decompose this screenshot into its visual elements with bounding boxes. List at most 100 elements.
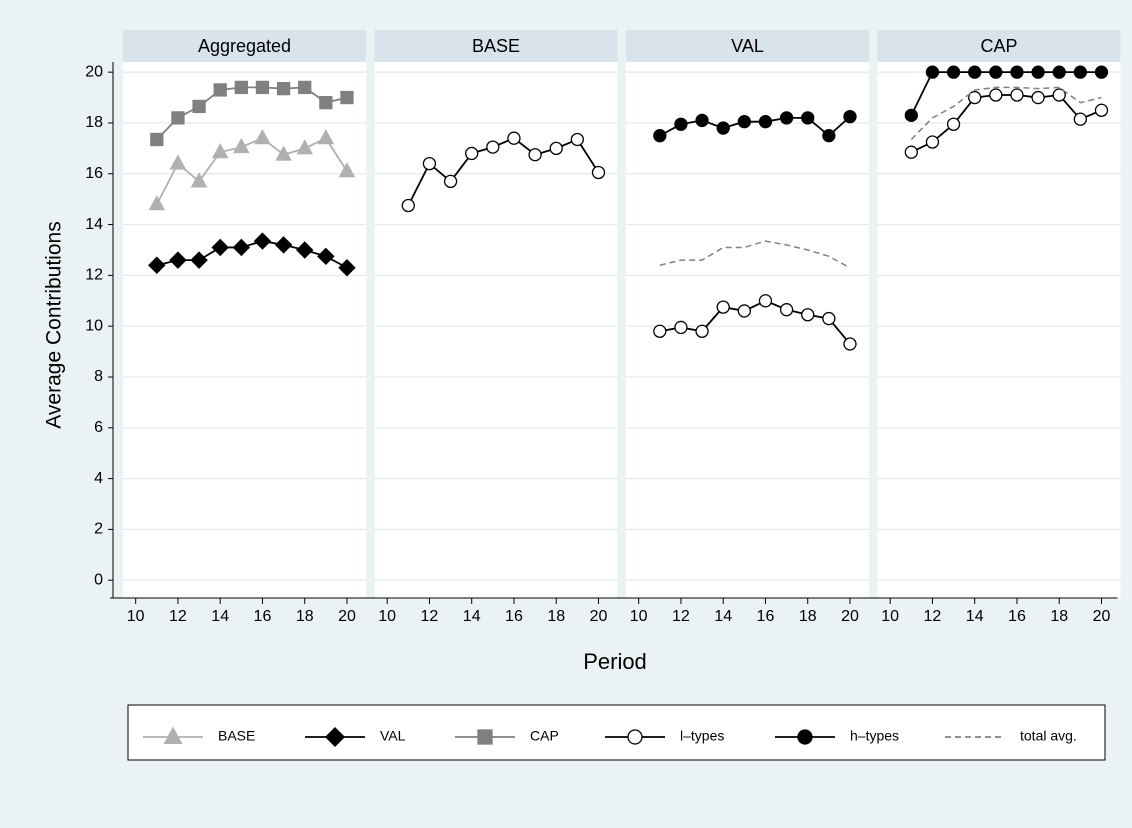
x-tick-label: 12: [169, 608, 187, 625]
data-point: [549, 141, 563, 156]
legend-label: h–types: [850, 728, 899, 744]
y-tick-label: 20: [85, 63, 103, 80]
legend-marker: [324, 726, 346, 748]
data-point: [1031, 65, 1045, 79]
data-point: [801, 308, 815, 322]
y-tick-label: 6: [94, 419, 103, 436]
legend-marker: [163, 726, 183, 744]
data-point: [276, 82, 291, 96]
data-point: [968, 65, 982, 79]
legend-label: total avg.: [1020, 728, 1077, 744]
y-tick-label: 14: [85, 216, 103, 233]
data-point: [296, 139, 314, 155]
data-point: [211, 238, 229, 257]
data-point: [737, 304, 751, 318]
data-point: [171, 111, 185, 125]
data-point: [190, 251, 208, 269]
data-point: [528, 148, 542, 162]
data-point: [340, 90, 354, 105]
data-point: [822, 129, 836, 143]
data-point: [674, 320, 688, 335]
y-axis-label: Average Contributions: [43, 221, 66, 428]
data-point: [758, 294, 773, 308]
data-point: [904, 108, 918, 122]
data-point: [989, 88, 1003, 102]
data-point: [338, 259, 356, 277]
data-point: [801, 111, 815, 125]
data-point: [169, 154, 187, 170]
series-line: [659, 299, 851, 345]
data-point: [989, 65, 1003, 79]
x-tick-label: 18: [1050, 608, 1068, 625]
legend-marker: [797, 729, 813, 745]
data-point: [695, 324, 709, 338]
series-line: [910, 71, 1102, 116]
data-point: [904, 145, 918, 159]
legend-label: l–types: [680, 728, 724, 744]
x-tick-label: 20: [590, 608, 608, 625]
data-point: [169, 251, 187, 269]
data-point: [296, 241, 314, 259]
panel-title: VAL: [731, 36, 764, 56]
legend-marker: [627, 729, 643, 745]
data-point: [254, 129, 271, 145]
y-tick-label: 8: [94, 368, 103, 385]
data-point: [737, 115, 751, 129]
data-point: [843, 337, 857, 351]
data-point: [211, 143, 229, 159]
x-tick-label: 20: [1093, 608, 1111, 625]
x-tick-label: 10: [630, 608, 648, 625]
data-point: [234, 80, 248, 95]
panel-title: CAP: [980, 36, 1017, 56]
x-tick-label: 16: [1008, 608, 1026, 625]
panel-header: [877, 30, 1121, 62]
data-point: [716, 121, 730, 135]
series-line: [156, 240, 348, 269]
plot-area: [877, 62, 1121, 598]
data-point: [275, 145, 292, 161]
data-point: [1031, 90, 1045, 105]
legend-label: VAL: [380, 728, 406, 744]
x-tick-label: 20: [338, 608, 356, 625]
data-point: [486, 140, 500, 154]
data-point: [925, 135, 940, 149]
data-point: [190, 172, 208, 188]
data-point: [255, 80, 270, 95]
data-point: [507, 131, 521, 145]
legend-marker: [477, 729, 493, 745]
data-point: [570, 132, 585, 147]
data-point: [1073, 65, 1088, 79]
data-point: [1094, 65, 1109, 79]
x-tick-label: 14: [714, 608, 732, 625]
x-tick-label: 10: [881, 608, 899, 625]
x-tick-label: 12: [421, 608, 439, 625]
data-point: [317, 129, 335, 145]
x-tick-label: 14: [966, 608, 984, 625]
data-point: [213, 83, 227, 97]
series-line: [910, 94, 1102, 153]
x-tick-label: 10: [378, 608, 396, 625]
series-line: [407, 137, 600, 206]
data-point: [779, 303, 794, 317]
panel-title: BASE: [472, 36, 520, 56]
series-line: [659, 240, 851, 269]
data-point: [946, 65, 961, 79]
panel-header: [626, 30, 869, 62]
data-point: [843, 109, 857, 124]
data-point: [925, 65, 940, 79]
data-point: [758, 115, 773, 129]
data-point: [148, 195, 166, 211]
panel-header: [374, 30, 618, 62]
data-point: [946, 117, 961, 131]
data-point: [716, 300, 730, 314]
data-point: [968, 90, 982, 105]
data-point: [319, 95, 333, 110]
data-point: [148, 256, 166, 274]
data-point: [317, 247, 335, 266]
x-tick-label: 12: [924, 608, 942, 625]
data-point: [232, 238, 251, 257]
y-tick-label: 16: [85, 165, 103, 182]
x-tick-label: 18: [799, 608, 817, 625]
